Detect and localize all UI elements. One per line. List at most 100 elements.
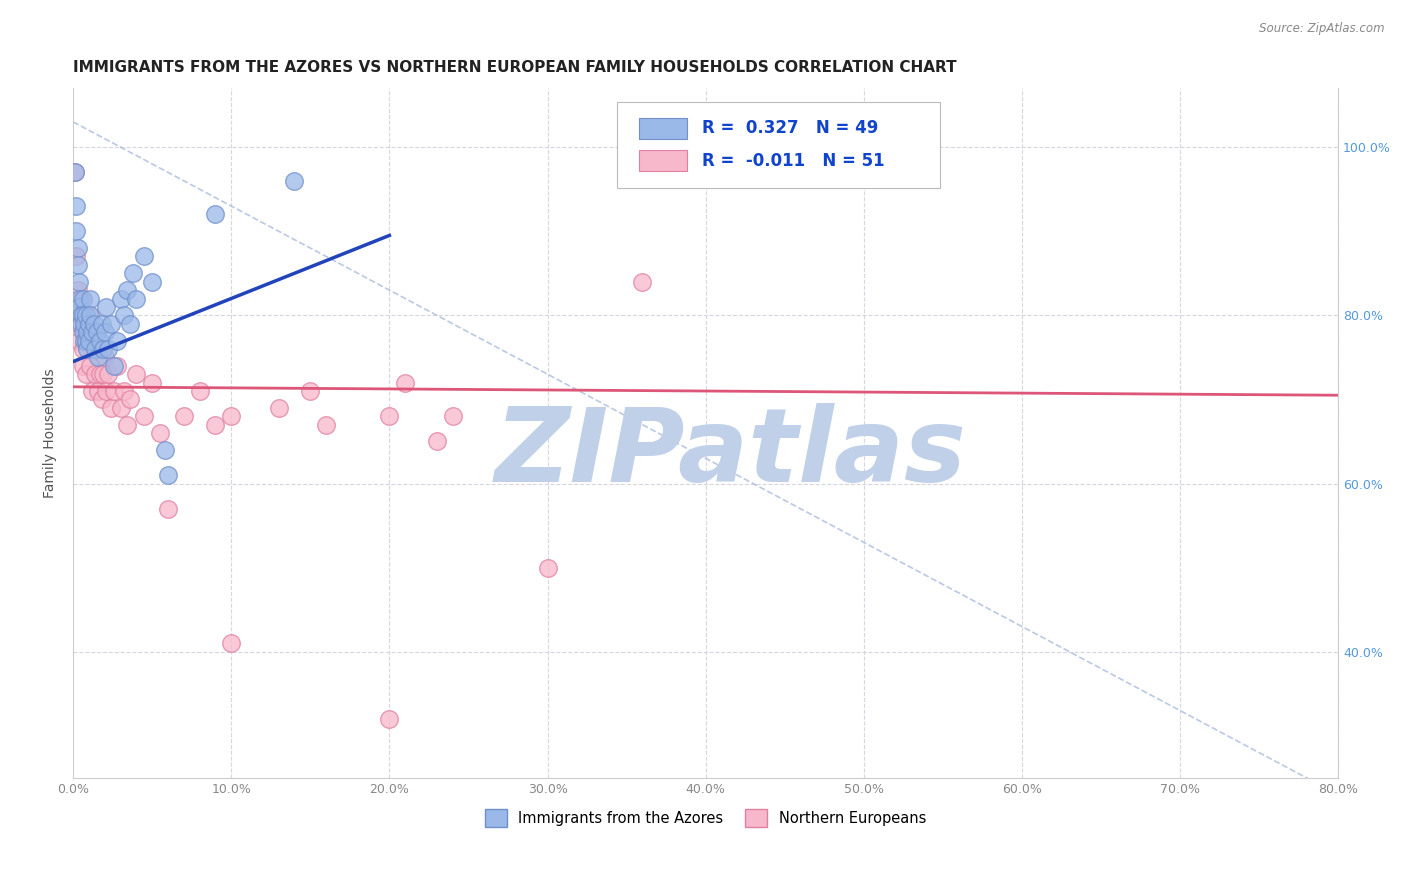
Point xyxy=(65,199,87,213)
Point xyxy=(103,384,125,398)
Point xyxy=(83,317,105,331)
Point xyxy=(100,401,122,415)
Point xyxy=(283,174,305,188)
Point xyxy=(173,409,195,424)
Point xyxy=(118,392,141,407)
Point xyxy=(72,325,94,339)
Point xyxy=(219,409,242,424)
Point xyxy=(84,342,107,356)
Point xyxy=(112,309,135,323)
Point xyxy=(73,317,96,331)
Point xyxy=(267,401,290,415)
Point xyxy=(89,368,111,382)
Point xyxy=(79,309,101,323)
Point xyxy=(86,325,108,339)
Point xyxy=(83,342,105,356)
Point xyxy=(66,258,89,272)
Point xyxy=(67,300,90,314)
Point xyxy=(204,207,226,221)
Text: R =  0.327   N = 49: R = 0.327 N = 49 xyxy=(702,120,879,137)
Point xyxy=(79,359,101,373)
Point xyxy=(118,317,141,331)
Point xyxy=(96,300,118,314)
Point xyxy=(110,292,132,306)
Text: IMMIGRANTS FROM THE AZORES VS NORTHERN EUROPEAN FAMILY HOUSEHOLDS CORRELATION CH: IMMIGRANTS FROM THE AZORES VS NORTHERN E… xyxy=(73,60,956,75)
Text: ZIPatlas: ZIPatlas xyxy=(495,403,967,504)
Point xyxy=(86,342,108,356)
Point xyxy=(103,359,125,373)
Point xyxy=(77,309,100,323)
Point xyxy=(204,417,226,432)
Point xyxy=(75,309,97,323)
Point xyxy=(125,368,148,382)
FancyBboxPatch shape xyxy=(638,118,686,138)
Point xyxy=(631,275,654,289)
Point xyxy=(141,275,163,289)
Point xyxy=(76,342,98,356)
Point xyxy=(96,384,118,398)
Point xyxy=(378,712,401,726)
Point xyxy=(91,368,114,382)
Point xyxy=(72,359,94,373)
Point xyxy=(79,292,101,306)
Point xyxy=(73,334,96,348)
Point xyxy=(156,501,179,516)
Point xyxy=(134,409,156,424)
Point xyxy=(77,334,100,348)
Point xyxy=(97,368,120,382)
Point xyxy=(105,334,128,348)
Point xyxy=(90,392,112,407)
Point xyxy=(536,560,558,574)
Point xyxy=(80,384,103,398)
Point xyxy=(141,376,163,390)
Point xyxy=(80,325,103,339)
Point xyxy=(70,309,93,323)
Point xyxy=(441,409,464,424)
Point xyxy=(76,334,98,348)
Legend: Immigrants from the Azores, Northern Europeans: Immigrants from the Azores, Northern Eur… xyxy=(479,803,932,832)
Point xyxy=(97,342,120,356)
Point xyxy=(153,442,176,457)
Point xyxy=(87,384,110,398)
Point xyxy=(112,384,135,398)
Point xyxy=(72,309,94,323)
Point xyxy=(67,334,90,348)
Point xyxy=(149,426,172,441)
Point xyxy=(115,283,138,297)
Text: Source: ZipAtlas.com: Source: ZipAtlas.com xyxy=(1260,22,1385,36)
Point xyxy=(84,368,107,382)
FancyBboxPatch shape xyxy=(617,102,939,188)
Point xyxy=(105,359,128,373)
Point xyxy=(219,636,242,650)
Y-axis label: Family Households: Family Households xyxy=(44,368,58,498)
Point xyxy=(67,317,90,331)
Point xyxy=(134,250,156,264)
Point xyxy=(315,417,337,432)
Point xyxy=(91,342,114,356)
Point xyxy=(77,317,100,331)
Point xyxy=(65,224,87,238)
Point xyxy=(72,292,94,306)
Point xyxy=(67,275,90,289)
Point xyxy=(100,317,122,331)
Point xyxy=(426,434,449,449)
Point xyxy=(76,325,98,339)
Point xyxy=(299,384,322,398)
Point xyxy=(65,250,87,264)
Point xyxy=(70,292,93,306)
Point xyxy=(110,401,132,415)
Point xyxy=(378,409,401,424)
Point xyxy=(66,283,89,297)
Point xyxy=(93,351,115,365)
Point xyxy=(73,325,96,339)
Point xyxy=(122,266,145,280)
Point xyxy=(72,342,94,356)
Point xyxy=(87,351,110,365)
Point xyxy=(63,165,86,179)
Point xyxy=(93,325,115,339)
Point xyxy=(75,334,97,348)
FancyBboxPatch shape xyxy=(638,151,686,171)
Point xyxy=(90,317,112,331)
Point xyxy=(188,384,211,398)
Point xyxy=(66,241,89,255)
